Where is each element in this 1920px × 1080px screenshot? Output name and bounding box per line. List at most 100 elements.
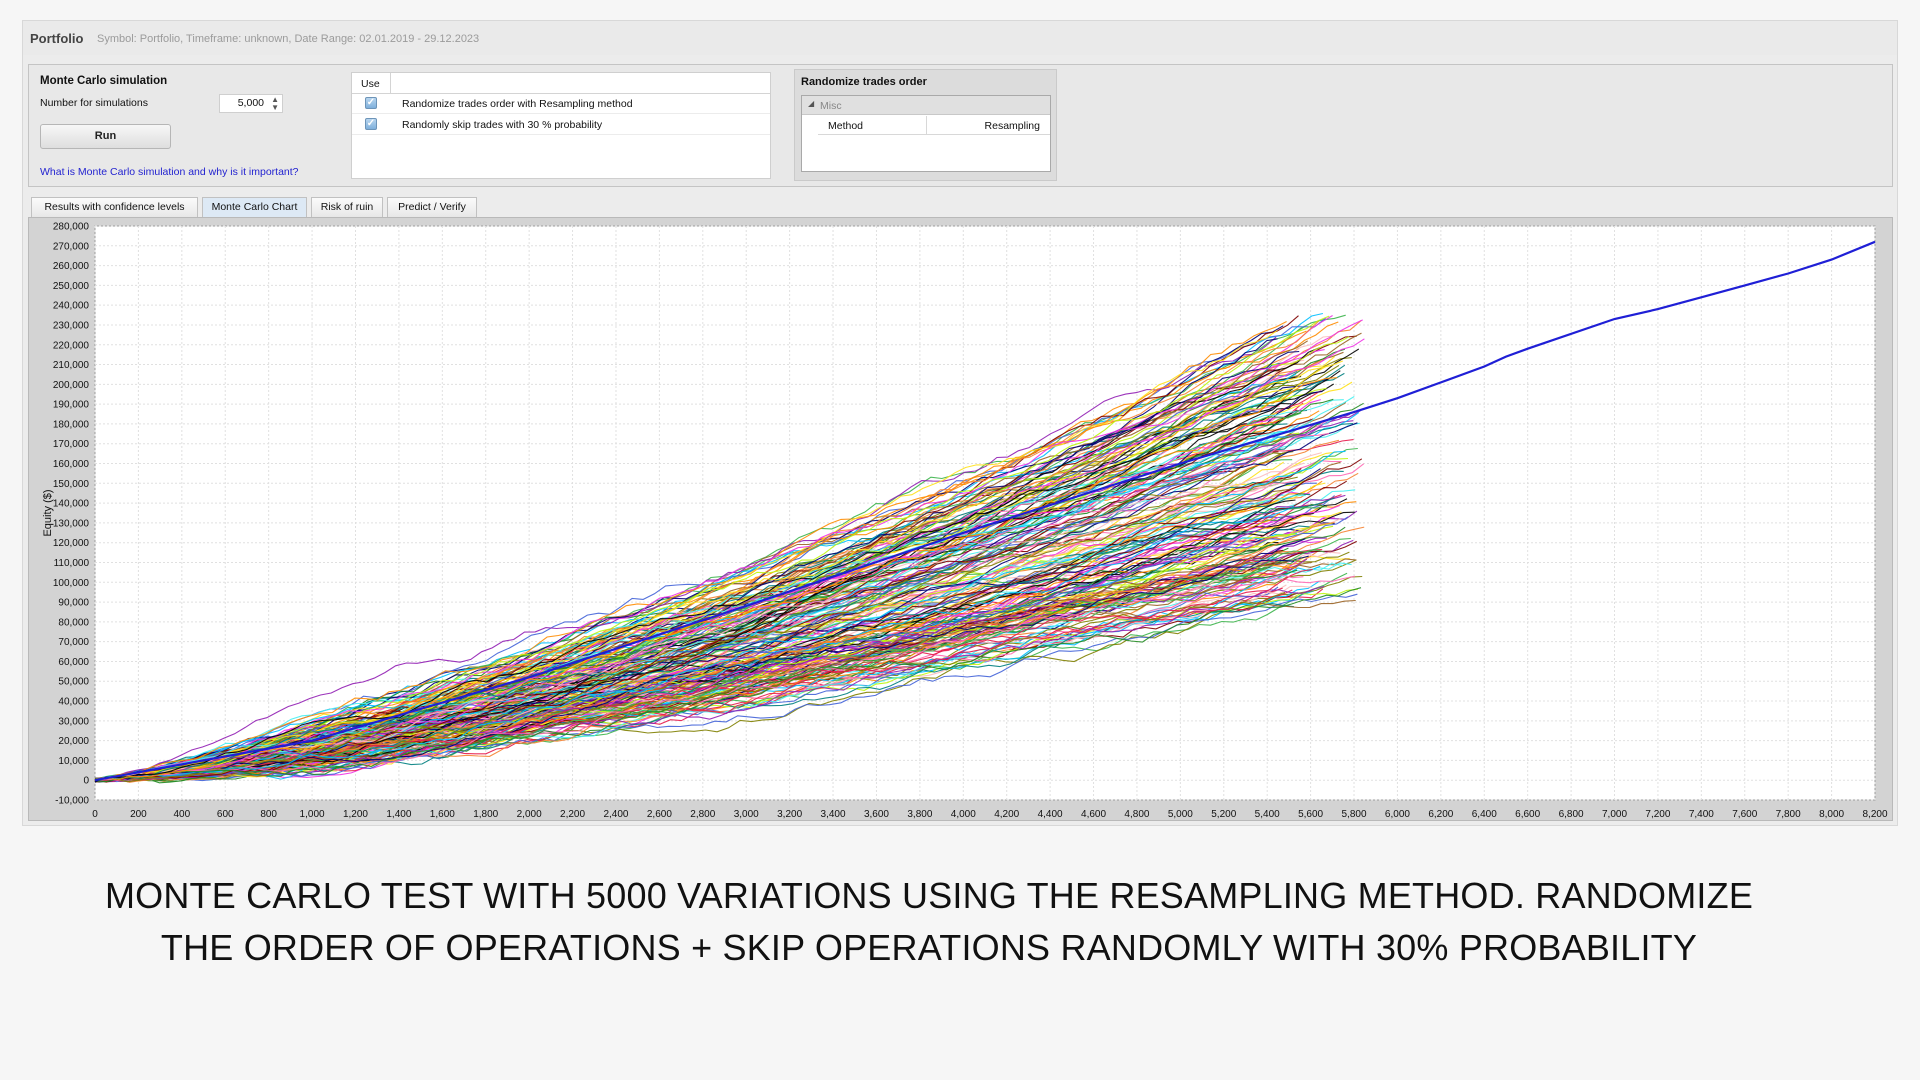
tab-monte-carlo-chart[interactable]: Monte Carlo Chart — [202, 197, 307, 217]
monte-carlo-chart-panel: 0 200 400 600 800 1,000 1,200 1,400 1,600 1,800 2,… — [28, 217, 1893, 821]
x-tick-label: 4,400 — [1038, 809, 1063, 820]
simulation-path — [94, 409, 1300, 780]
property-grid: ◢ Misc Method Resampling — [801, 95, 1051, 172]
y-tick-label: 40,000 — [58, 697, 89, 708]
method-property-value[interactable]: Resampling — [984, 120, 1040, 132]
x-tick-label: 5,000 — [1168, 809, 1193, 820]
simulation-path — [94, 587, 1362, 783]
simulation-path — [95, 593, 1358, 780]
run-button[interactable]: Run — [40, 124, 171, 149]
window-title: Portfolio — [30, 31, 84, 46]
monte-carlo-title: Monte Carlo simulation — [40, 75, 168, 87]
y-tick-label: 280,000 — [53, 222, 90, 233]
y-tick-label: 180,000 — [53, 419, 90, 430]
x-tick-label: 7,200 — [1645, 809, 1670, 820]
simulation-path — [94, 402, 1292, 782]
checkbox-checked-icon[interactable]: ✓ — [365, 118, 377, 130]
collapse-triangle-icon[interactable]: ◢ — [808, 99, 815, 108]
x-tick-label: 200 — [130, 809, 147, 820]
x-tick-label: 2,600 — [647, 809, 672, 820]
simulation-path — [94, 462, 1305, 782]
simulation-path — [94, 495, 1306, 782]
y-tick-label: 70,000 — [58, 637, 89, 648]
y-tick-label: 50,000 — [58, 677, 89, 688]
options-table: Use ✓ Randomize trades order with Resamp… — [351, 72, 771, 179]
option-label: Randomize trades order with Resampling m… — [402, 98, 633, 110]
method-property-name: Method — [828, 120, 864, 132]
tab-results-confidence[interactable]: Results with confidence levels — [31, 197, 198, 217]
simulation-path — [94, 515, 1297, 783]
settings-area: Monte Carlo simulation Number for simula… — [28, 64, 1893, 187]
title-bar: Portfolio Symbol: Portfolio, Timeframe: … — [23, 21, 1897, 55]
randomize-order-panel: Randomize trades order ◢ Misc Method Res… — [794, 69, 1057, 181]
spinner-arrows-icon[interactable]: ▲ ▼ — [271, 95, 279, 112]
x-tick-label: 4,200 — [994, 809, 1019, 820]
x-tick-label: 3,600 — [864, 809, 889, 820]
num-simulations-value: 5,000 — [237, 97, 264, 109]
x-tick-label: 6,400 — [1472, 809, 1497, 820]
simulation-path — [94, 399, 1344, 781]
caption-line-1: MONTE CARLO TEST WITH 5000 VARIATIONS US… — [104, 875, 1754, 916]
y-tick-label: 10,000 — [58, 756, 89, 767]
checkbox-checked-icon[interactable]: ✓ — [365, 97, 377, 109]
x-tick-label: 5,600 — [1298, 809, 1323, 820]
misc-group-label: Misc — [820, 100, 842, 112]
monte-carlo-chart: 0 200 400 600 800 1,000 1,200 1,400 1,600 1,800 2,… — [42, 222, 1888, 821]
x-tick-label: 600 — [217, 809, 234, 820]
y-tick-label: 0 — [83, 776, 89, 787]
x-tick-label: 8,200 — [1862, 809, 1887, 820]
option-row-resampling[interactable]: ✓ Randomize trades order with Resampling… — [352, 93, 770, 114]
y-tick-label: 90,000 — [58, 598, 89, 609]
x-tick-label: 2,000 — [517, 809, 542, 820]
option-row-skip-trades[interactable]: ✓ Randomly skip trades with 30 % probabi… — [352, 114, 770, 135]
caption: MONTE CARLO TEST WITH 5000 VARIATIONS US… — [0, 870, 1858, 974]
x-tick-label: 7,600 — [1732, 809, 1757, 820]
x-tick-label: 7,400 — [1689, 809, 1714, 820]
y-tick-label: 20,000 — [58, 736, 89, 747]
y-tick-label: 100,000 — [53, 578, 90, 589]
num-simulations-stepper[interactable]: 5,000 ▲ ▼ — [219, 94, 283, 113]
simulation-path — [94, 338, 1365, 783]
misc-group-row[interactable]: ◢ Misc — [802, 96, 1050, 115]
simulation-path — [94, 468, 1321, 781]
help-link[interactable]: What is Monte Carlo simulation and why i… — [40, 166, 299, 178]
x-tick-label: 4,000 — [951, 809, 976, 820]
tab-risk-of-ruin[interactable]: Risk of ruin — [311, 197, 383, 217]
x-tick-label: 8,000 — [1819, 809, 1844, 820]
x-tick-label: 4,800 — [1124, 809, 1149, 820]
y-tick-label: -10,000 — [55, 796, 89, 807]
simulation-path — [94, 336, 1277, 781]
y-tick-label: 200,000 — [53, 380, 90, 391]
y-tick-label: 220,000 — [53, 340, 90, 351]
x-tick-label: 7,800 — [1776, 809, 1801, 820]
method-property-row[interactable]: Method Resampling — [818, 116, 1050, 135]
caption-line-2: THE ORDER OF OPERATIONS + SKIP OPERATION… — [160, 927, 1698, 968]
y-tick-label: 230,000 — [53, 320, 90, 331]
y-tick-label: 190,000 — [53, 400, 90, 411]
y-tick-label: 160,000 — [53, 459, 90, 470]
options-header: Use — [352, 73, 770, 94]
x-tick-label: 6,200 — [1428, 809, 1453, 820]
simulation-path — [94, 561, 1288, 783]
y-tick-label: 60,000 — [58, 657, 89, 668]
simulation-path — [94, 569, 1298, 782]
y-tick-label: 140,000 — [53, 499, 90, 510]
tab-predict-verify[interactable]: Predict / Verify — [387, 197, 477, 217]
y-tick-label: 120,000 — [53, 538, 90, 549]
x-tick-label: 1,800 — [473, 809, 498, 820]
x-tick-label: 400 — [173, 809, 190, 820]
simulation-path — [94, 321, 1339, 781]
app-window: Portfolio Symbol: Portfolio, Timeframe: … — [22, 20, 1898, 826]
simulation-path — [94, 402, 1281, 782]
y-tick-label: 240,000 — [53, 301, 90, 312]
y-tick-label: 150,000 — [53, 479, 90, 490]
simulation-path — [94, 364, 1329, 782]
x-tick-label: 6,000 — [1385, 809, 1410, 820]
num-simulations-label: Number for simulations — [40, 97, 148, 109]
y-tick-label: 80,000 — [58, 617, 89, 628]
x-tick-label: 2,200 — [560, 809, 585, 820]
window-subtitle: Symbol: Portfolio, Timeframe: unknown, D… — [97, 33, 480, 45]
x-tick-label: 2,400 — [603, 809, 628, 820]
x-tick-label: 4,600 — [1081, 809, 1106, 820]
y-tick-label: 30,000 — [58, 716, 89, 727]
